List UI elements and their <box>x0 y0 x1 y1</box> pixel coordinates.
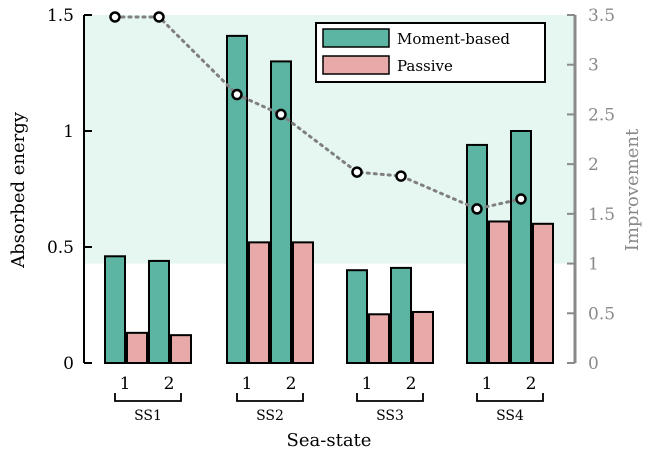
improvement-line <box>113 15 523 211</box>
group-bracket <box>476 393 544 402</box>
x-axis-title: Sea-state <box>287 430 372 451</box>
bar-moment-based-ss3-1 <box>346 269 368 365</box>
group-label: SS4 <box>496 408 524 424</box>
bar-moment-based-ss3-2 <box>390 266 412 365</box>
bar-moment-based-ss2-2 <box>270 60 292 365</box>
category-sub-label: 2 <box>286 374 297 394</box>
bar-passive-ss2-1 <box>248 241 270 364</box>
group-bracket <box>114 393 182 402</box>
legend-label-passive: Passive <box>397 57 453 75</box>
group-label: SS2 <box>256 408 284 424</box>
left-tick-label: 1 <box>63 122 74 142</box>
bar-passive-ss3-1 <box>368 313 390 364</box>
category-sub-label: 1 <box>482 374 493 394</box>
bar-passive-ss2-2 <box>292 241 314 364</box>
bar-moment-based-ss1-2 <box>148 259 170 365</box>
bar-moment-based-ss4-1 <box>466 143 488 364</box>
y-axis-title: Absorbed energy <box>8 111 29 269</box>
right-tick-label: 1 <box>588 255 599 275</box>
improvement-point <box>471 203 483 215</box>
category-sub-label: 2 <box>526 374 537 394</box>
bar-moment-based-ss4-2 <box>510 130 532 364</box>
legend-swatch-moment-based <box>322 28 390 48</box>
group-bracket <box>356 393 424 402</box>
improvement-point <box>351 166 363 178</box>
improvement-point <box>153 11 165 23</box>
right-tick-label: 0.5 <box>588 304 615 324</box>
bar-passive-ss3-2 <box>412 310 434 364</box>
bar-passive-ss1-2 <box>170 334 192 365</box>
right-tick-label: 3.5 <box>588 6 615 26</box>
bar-passive-ss4-1 <box>488 220 510 364</box>
legend-swatch-passive <box>322 55 390 75</box>
category-sub-label: 1 <box>242 374 253 394</box>
right-tick-label: 2.5 <box>588 105 615 125</box>
group-bracket <box>236 393 304 402</box>
right-tick-label: 1.5 <box>588 205 615 225</box>
left-tick-label: 0.5 <box>47 238 74 258</box>
improvement-point <box>395 170 407 182</box>
category-sub-label: 1 <box>120 374 131 394</box>
y-right-axis-title: Improvement <box>622 128 643 251</box>
improvement-point <box>275 108 287 121</box>
bar-passive-ss4-2 <box>532 222 554 364</box>
legend: Moment-based Passive <box>315 22 546 83</box>
bar-moment-based-ss2-1 <box>226 34 248 364</box>
category-sub-label: 2 <box>406 374 417 394</box>
right-tick-label: 2 <box>588 155 599 175</box>
legend-label-moment-based: Moment-based <box>397 30 510 48</box>
category-sub-label: 1 <box>362 374 373 394</box>
category-sub-label: 2 <box>164 374 175 394</box>
bar-moment-based-ss1-1 <box>104 255 126 364</box>
bar-passive-ss1-1 <box>126 331 148 364</box>
right-tick-label: 0 <box>588 354 599 374</box>
improvement-point <box>231 88 243 101</box>
improvement-point <box>515 193 527 205</box>
improvement-point <box>109 11 121 23</box>
right-tick-label: 3 <box>588 56 599 76</box>
group-label: SS3 <box>376 408 404 424</box>
left-tick-label: 0 <box>63 354 74 374</box>
left-tick-label: 1.5 <box>47 6 74 26</box>
group-label: SS1 <box>134 408 162 424</box>
